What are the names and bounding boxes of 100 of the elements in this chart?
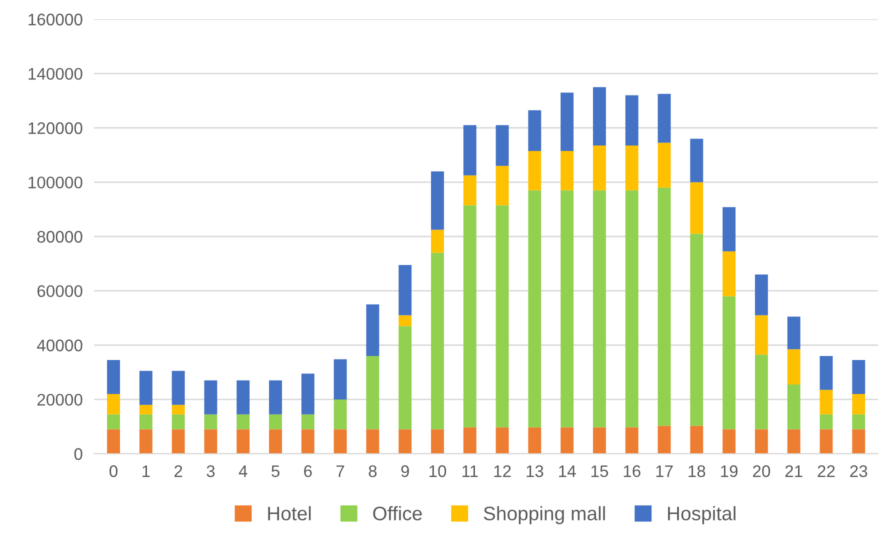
bar: [754, 354, 768, 430]
bar: [398, 265, 412, 316]
x-tick-label: 14: [559, 465, 576, 477]
bar: [496, 205, 509, 428]
x-tick-label: 19: [721, 465, 738, 478]
bar: [204, 414, 218, 430]
bar: [528, 110, 542, 151]
y-tick-label: 0: [74, 448, 82, 460]
y-tick-label: 100000: [28, 176, 82, 188]
bar: [787, 429, 800, 454]
bar: [172, 404, 185, 414]
bar: [722, 207, 736, 252]
bar: [139, 404, 152, 414]
bar: [625, 427, 638, 454]
x-tick-label: 13: [526, 465, 544, 478]
bar: [139, 429, 152, 454]
bar: [236, 414, 250, 430]
bar: [625, 190, 638, 428]
x-tick-label: 12: [494, 465, 511, 477]
bar: [787, 316, 800, 350]
bar: [204, 380, 218, 414]
bar: [820, 429, 833, 454]
bar: [334, 399, 347, 430]
bar: [820, 390, 833, 414]
x-tick-label: 16: [624, 465, 640, 478]
y-tick-label: 140000: [28, 68, 82, 80]
bar: [398, 326, 412, 430]
bar: [658, 426, 671, 454]
bar: [528, 427, 542, 454]
bar: [431, 171, 444, 230]
y-tick-label: 120000: [28, 122, 82, 134]
x-tick-label: 5: [272, 465, 280, 478]
bar: [690, 426, 704, 454]
bar: [528, 150, 542, 190]
bar: [852, 429, 866, 454]
y-tick-label: 80000: [37, 230, 82, 243]
bar: [172, 370, 185, 405]
x-tick-label: 4: [238, 465, 248, 477]
bar: [690, 182, 704, 234]
bar: [301, 429, 314, 454]
bar: [398, 315, 412, 326]
bar: [107, 360, 120, 394]
bar: [754, 274, 768, 316]
bar: [658, 142, 671, 188]
bar: [852, 360, 866, 394]
legend-label: Hotel: [268, 506, 311, 520]
x-tick-label: 8: [368, 465, 377, 478]
bar: [107, 394, 120, 414]
x-tick-label: 18: [688, 465, 706, 478]
bar: [560, 150, 574, 190]
bar: [787, 349, 800, 384]
bar: [722, 429, 736, 454]
bar: [269, 380, 282, 414]
bar: [463, 205, 476, 428]
bar: [625, 95, 638, 146]
x-tick-label: 6: [304, 465, 312, 478]
bar: [463, 125, 476, 176]
bar: [690, 234, 704, 426]
bar: [754, 315, 768, 355]
y-tick-label: 60000: [37, 285, 82, 298]
x-tick-label: 22: [818, 465, 835, 477]
bar: [398, 429, 412, 454]
bar: [366, 304, 380, 356]
bar: [431, 429, 444, 454]
bar: [560, 190, 574, 428]
bar: [204, 429, 218, 454]
x-tick-label: 3: [206, 465, 215, 478]
x-tick-label: 10: [429, 465, 446, 478]
bar: [139, 370, 152, 405]
bar: [366, 356, 380, 430]
bar: [496, 166, 509, 206]
y-tick-label: 160000: [28, 14, 82, 26]
bar: [334, 429, 347, 454]
legend-label: Hospital: [668, 506, 736, 524]
x-tick-label: 23: [850, 465, 868, 478]
bar: [592, 427, 606, 454]
bar: [722, 296, 736, 430]
x-tick-label: 11: [462, 465, 478, 477]
bar: [236, 380, 250, 414]
bar: [690, 138, 704, 182]
bar: [107, 414, 120, 430]
bar: [366, 429, 380, 454]
bar: [463, 427, 476, 454]
bar: [852, 414, 866, 430]
bar: [431, 230, 444, 253]
bar: [592, 146, 606, 190]
x-tick-label: 2: [174, 465, 182, 477]
bar: [592, 87, 606, 146]
x-tick-label: 20: [753, 465, 770, 478]
bar: [139, 414, 152, 430]
bar: [625, 146, 638, 190]
bar: [269, 414, 282, 430]
bar: [787, 384, 800, 430]
bar: [658, 188, 671, 426]
bar: [107, 429, 120, 454]
bar: [334, 359, 347, 400]
x-tick-label: 1: [142, 465, 150, 477]
bar: [301, 374, 314, 414]
x-tick-label: 21: [785, 465, 802, 477]
y-tick-label: 40000: [37, 340, 82, 352]
